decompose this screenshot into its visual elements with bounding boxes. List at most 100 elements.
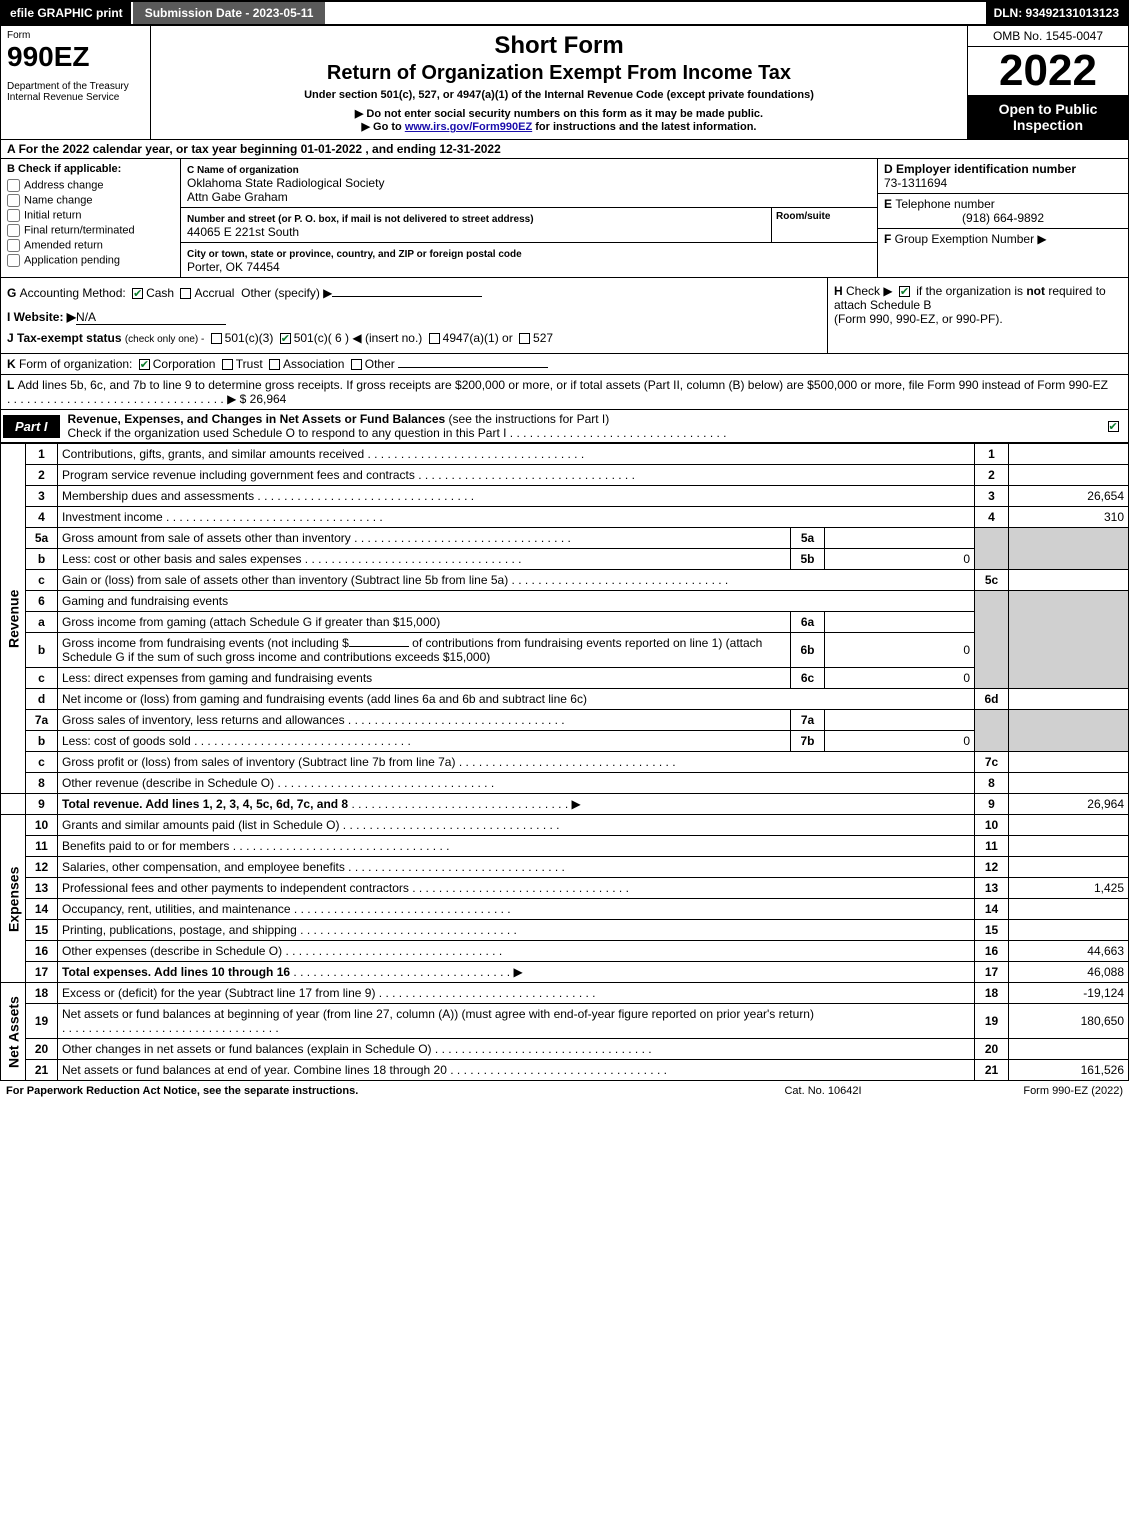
r7a-sv	[825, 710, 975, 731]
r2-n: 2	[26, 465, 58, 486]
r18-n: 18	[26, 983, 58, 1004]
header-right: OMB No. 1545-0047 2022 Open to Public In…	[968, 26, 1128, 139]
r6b-sub: 6b	[791, 633, 825, 668]
line-k: K Form of organization: Corporation Trus…	[0, 354, 1129, 375]
city-val: Porter, OK 74454	[187, 260, 280, 274]
gh-block: G Accounting Method: Cash Accrual Other …	[0, 278, 1129, 354]
org-attn: Attn Gabe Graham	[187, 190, 288, 204]
k-label: Form of organization:	[19, 357, 132, 371]
chk-527[interactable]	[519, 333, 530, 344]
r5b-n: b	[26, 549, 58, 570]
street-label: Number and street (or P. O. box, if mail…	[187, 214, 534, 225]
chk-501c[interactable]	[280, 333, 291, 344]
chk-application-pending[interactable]: Application pending	[7, 254, 174, 267]
city-label: City or town, state or province, country…	[187, 249, 522, 260]
chk-initial-return[interactable]: Initial return	[7, 209, 174, 222]
chk-corporation[interactable]	[139, 359, 150, 370]
r5a-sub: 5a	[791, 528, 825, 549]
r7b-n: b	[26, 731, 58, 752]
g-other: Other (specify) ▶	[241, 286, 332, 300]
r19-num: 19	[975, 1004, 1009, 1039]
j-o2: 501(c)( 6 ) ◀ (insert no.)	[294, 331, 423, 345]
r10-n: 10	[26, 815, 58, 836]
r7a-sub: 7a	[791, 710, 825, 731]
r6d-n: d	[26, 689, 58, 710]
row-7b: b Less: cost of goods sold 7b 0	[1, 731, 1129, 752]
part1-checkbox[interactable]	[1098, 419, 1128, 433]
shade-6	[975, 591, 1009, 689]
k-o1: Trust	[236, 357, 263, 371]
subtitle: Under section 501(c), 527, or 4947(a)(1)…	[159, 89, 959, 101]
r12-d: Salaries, other compensation, and employ…	[62, 860, 345, 874]
efile-print-button[interactable]: efile GRAPHIC print	[2, 2, 133, 24]
chk-address-change[interactable]: Address change	[7, 179, 174, 192]
line-i: I Website: ▶N/A	[7, 310, 821, 325]
r9-n: 9	[26, 794, 58, 815]
row-9: 9 Total revenue. Add lines 1, 2, 3, 4, 5…	[1, 794, 1129, 815]
r14-num: 14	[975, 899, 1009, 920]
part1-paren: (see the instructions for Part I)	[449, 412, 610, 426]
goto-post: for instructions and the latest informat…	[532, 121, 756, 133]
r1-n: 1	[26, 444, 58, 465]
r20-num: 20	[975, 1039, 1009, 1060]
phone-val: (918) 664-9892	[884, 211, 1122, 225]
r3-n: 3	[26, 486, 58, 507]
r6a-sub: 6a	[791, 612, 825, 633]
row-6a: a Gross income from gaming (attach Sched…	[1, 612, 1129, 633]
r4-num: 4	[975, 507, 1009, 528]
j-sub: (check only one) -	[125, 334, 204, 345]
chk-cash[interactable]	[132, 288, 143, 299]
r15-d: Printing, publications, postage, and shi…	[62, 923, 297, 937]
g-accrual: Accrual	[194, 286, 234, 300]
h-t2: if the organization is	[916, 284, 1026, 298]
r18-v: -19,124	[1009, 983, 1129, 1004]
r6a-sv	[825, 612, 975, 633]
col-c: C Name of organization Oklahoma State Ra…	[181, 159, 878, 277]
chk-schedule-b[interactable]	[899, 286, 910, 297]
chk-final-return[interactable]: Final return/terminated	[7, 224, 174, 237]
row-6c: c Less: direct expenses from gaming and …	[1, 668, 1129, 689]
chk-amended-return[interactable]: Amended return	[7, 239, 174, 252]
r6d-d: Net income or (loss) from gaming and fun…	[62, 692, 587, 706]
chk-accrual[interactable]	[180, 288, 191, 299]
street-val: 44065 E 221st South	[187, 225, 299, 239]
website-val: N/A	[76, 310, 226, 325]
r17-arrow: ▶	[513, 965, 522, 979]
r14-d: Occupancy, rent, utilities, and maintena…	[62, 902, 291, 916]
chk-name-change[interactable]: Name change	[7, 194, 174, 207]
r6c-n: c	[26, 668, 58, 689]
top-bar: efile GRAPHIC print Submission Date - 20…	[0, 0, 1129, 26]
r4-v: 310	[1009, 507, 1129, 528]
phone-seg: E Telephone number (918) 664-9892	[878, 194, 1128, 229]
chk-association[interactable]	[269, 359, 280, 370]
row-2: 2 Program service revenue including gove…	[1, 465, 1129, 486]
r2-v	[1009, 465, 1129, 486]
row-5a: 5a Gross amount from sale of assets othe…	[1, 528, 1129, 549]
j-o4: 527	[533, 331, 553, 345]
r18-num: 18	[975, 983, 1009, 1004]
irs-link[interactable]: www.irs.gov/Form990EZ	[405, 121, 532, 133]
row-4: 4 Investment income 4 310	[1, 507, 1129, 528]
row-3: 3 Membership dues and assessments 3 26,6…	[1, 486, 1129, 507]
r7b-sv: 0	[825, 731, 975, 752]
chk-other-org[interactable]	[351, 359, 362, 370]
row-1: Revenue 1 Contributions, gifts, grants, …	[1, 444, 1129, 465]
r5a-d: Gross amount from sale of assets other t…	[62, 531, 351, 545]
h-t4: (Form 990, 990-EZ, or 990-PF).	[834, 312, 1003, 326]
row-20: 20 Other changes in net assets or fund b…	[1, 1039, 1129, 1060]
r10-d: Grants and similar amounts paid (list in…	[62, 818, 339, 832]
chk-4947[interactable]	[429, 333, 440, 344]
goto-pre: Go to	[373, 121, 405, 133]
h-not: not	[1026, 284, 1045, 298]
chk-501c3[interactable]	[211, 333, 222, 344]
r17-n: 17	[26, 962, 58, 983]
ssn-warning: Do not enter social security numbers on …	[159, 107, 959, 120]
row-17: 17 Total expenses. Add lines 10 through …	[1, 962, 1129, 983]
row-7a: 7a Gross sales of inventory, less return…	[1, 710, 1129, 731]
financial-table: Revenue 1 Contributions, gifts, grants, …	[0, 443, 1129, 1081]
line-j: J Tax-exempt status (check only one) - 5…	[7, 331, 821, 345]
shade-7	[975, 710, 1009, 752]
chk-trust[interactable]	[222, 359, 233, 370]
line-a: A For the 2022 calendar year, or tax yea…	[0, 140, 1129, 159]
r20-n: 20	[26, 1039, 58, 1060]
